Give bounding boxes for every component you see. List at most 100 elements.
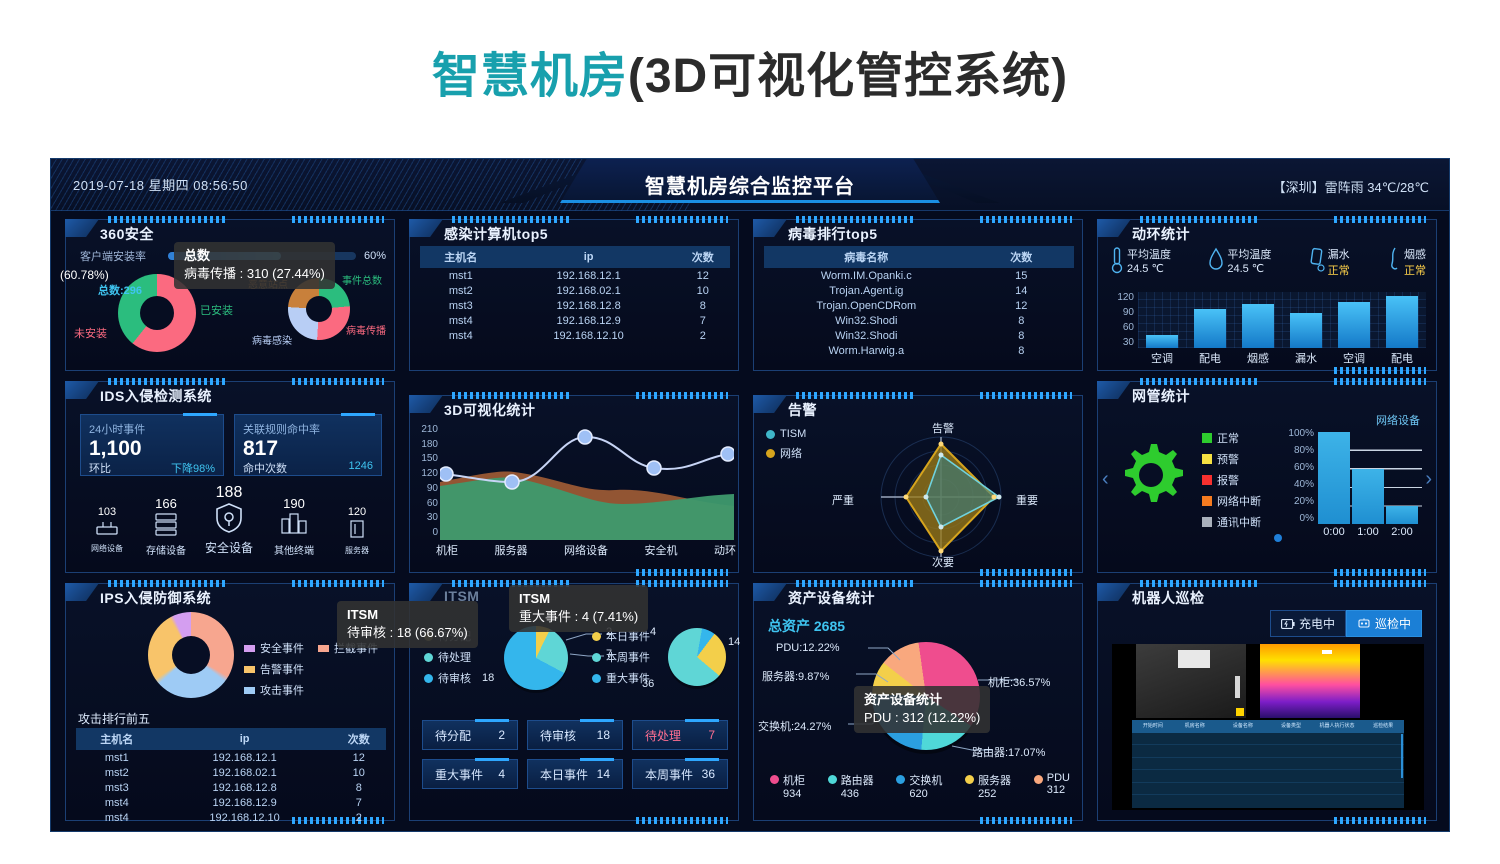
- install-rate-label: 客户端安装率: [80, 251, 146, 263]
- table-row[interactable]: [1132, 758, 1404, 771]
- tab-label: 充电中: [1298, 617, 1335, 631]
- table-row[interactable]: Worm.IM.Opanki.c 15: [764, 268, 1074, 283]
- legend-item-net-down[interactable]: 网络中断: [1202, 493, 1261, 509]
- table-row[interactable]: Win32.Shodi 8: [764, 328, 1074, 343]
- device-value: 103: [97, 506, 117, 518]
- ids-device-server[interactable]: 120 服务器: [330, 506, 384, 556]
- legend-dot-icon: [424, 652, 433, 662]
- legend-item-normal[interactable]: 正常: [1202, 430, 1261, 446]
- legend-label: 安全事件: [260, 643, 304, 655]
- button-value: 2: [498, 728, 505, 742]
- legend-item-switch[interactable]: 交换机 620: [896, 772, 942, 800]
- tab-inspecting[interactable]: 巡检中: [1345, 610, 1422, 637]
- itsm-button-grid: 待分配 2 待审核 18 待处理 7 重大事件 4 本日事件 14 本周事件 36: [422, 719, 728, 789]
- legend-item-security-event[interactable]: 安全事件: [244, 640, 304, 656]
- legend-item-tism[interactable]: TISM: [766, 428, 806, 440]
- cell-ip: 192.168.12.9: [212, 796, 277, 809]
- legend-item-warning[interactable]: 预警: [1202, 451, 1261, 467]
- robot-camera-thermal[interactable]: [1260, 644, 1360, 718]
- legend-item-cabinet[interactable]: 机柜 934: [770, 772, 805, 800]
- cell-ip: 192.168.12.8: [212, 781, 277, 794]
- legend-item-comm-down[interactable]: 通讯中断: [1202, 514, 1261, 530]
- itsm-button-pending-process[interactable]: 待处理 7: [632, 719, 728, 750]
- device-label: 存储设备: [146, 546, 186, 557]
- panel-tick-decoration: [796, 216, 916, 223]
- donut-label-virus-infect: 病毒感染: [252, 336, 292, 347]
- table-row[interactable]: mst2 192.168.02.1 10: [420, 283, 730, 298]
- legend-square-icon: [244, 665, 255, 673]
- vis3d-plot: [440, 429, 734, 540]
- ids-device-storage[interactable]: 166 存储设备: [136, 496, 196, 557]
- table-row[interactable]: mst2 192.168.02.1 10: [76, 765, 386, 780]
- ids-device-network[interactable]: 103 网络设备: [80, 506, 134, 554]
- table-row[interactable]: [1132, 770, 1404, 783]
- ids-device-terminal[interactable]: 190 其他终端: [264, 496, 324, 557]
- legend-item-pending-process[interactable]: 待处理: [424, 649, 471, 665]
- cell-hostname: mst2: [104, 766, 129, 779]
- table-row[interactable]: mst3 192.168.12.8 8: [76, 780, 386, 795]
- table-row[interactable]: [1132, 783, 1404, 795]
- env-kpi-value: 正常: [1327, 265, 1350, 277]
- panel-tick-decoration: [980, 580, 1072, 587]
- cell-hostname: mst4: [104, 796, 129, 809]
- table-row[interactable]: [1132, 733, 1404, 746]
- y-tick: 60%: [1293, 462, 1314, 473]
- cell-virus-name: Win32.Shodi: [835, 314, 898, 327]
- col-hostname: 主机名: [420, 246, 502, 268]
- panel-tick-decoration: [980, 817, 1072, 824]
- itsm-button-pending-assign[interactable]: 待分配 2: [422, 719, 518, 750]
- table-row[interactable]: mst1 192.168.12.1 12: [76, 750, 386, 765]
- table-row[interactable]: Win32.Shodi 8: [764, 313, 1074, 328]
- table-row[interactable]: mst4 192.168.12.9 7: [76, 795, 386, 810]
- panel-assets: 资产设备统计 总资产 2685 PDU:12.22% 服务器:9.87% 交换机…: [753, 580, 1083, 824]
- legend-value: 620: [909, 788, 928, 800]
- legend-item-today-event[interactable]: 本日事件: [592, 628, 650, 644]
- itsm-button-today-event[interactable]: 本日事件 14: [527, 758, 623, 789]
- carousel-prev-button[interactable]: ‹: [1102, 468, 1109, 490]
- panel-tick-decoration: [1334, 216, 1426, 223]
- robot-camera-visual[interactable]: [1136, 644, 1246, 718]
- table-row[interactable]: Trojan.Agent.ig 14: [764, 283, 1074, 298]
- cell-count: 8: [1018, 314, 1025, 327]
- legend-item-pending-review[interactable]: 待审核: [424, 670, 471, 686]
- panel-ids: IDS入侵检测系统 24小时事件 1,100 环比 下降98% 关联规则命中率 …: [65, 378, 395, 573]
- tab-charging[interactable]: 充电中: [1269, 610, 1346, 637]
- table-row[interactable]: [1132, 745, 1404, 758]
- legend-item-week-event[interactable]: 本周事件: [592, 649, 650, 665]
- col-ip: ip: [157, 728, 332, 750]
- robot-col-status: 机器人执行状态: [1319, 723, 1355, 729]
- donut-ring: [148, 612, 234, 698]
- legend-item-alarm-event[interactable]: 告警事件: [244, 661, 378, 677]
- virus-table: 病毒名称 次数 Worm.IM.Opanki.c 15 Trojan.Agent.…: [764, 246, 1074, 358]
- legend-item-pdu[interactable]: PDU 312: [1033, 772, 1070, 800]
- legend-item-major-event[interactable]: 重大事件: [592, 670, 650, 686]
- ids-device-security[interactable]: 188 安全设备: [198, 484, 260, 556]
- table-row[interactable]: Trojan.OpenCDRom 12: [764, 298, 1074, 313]
- carousel-indicator-dot[interactable]: [1274, 534, 1282, 542]
- table-row[interactable]: Worm.Harwig.a 8: [764, 343, 1074, 358]
- carousel-next-button[interactable]: ›: [1425, 468, 1432, 490]
- table-row[interactable]: mst4 192.168.12.10 2: [420, 328, 730, 343]
- table-row[interactable]: mst4 192.168.12.9 7: [420, 313, 730, 328]
- legend-item-attack-event[interactable]: 攻击事件: [244, 682, 378, 698]
- legend-item-server[interactable]: 服务器 252: [965, 772, 1011, 800]
- robot-table-scrollbar[interactable]: [1401, 734, 1403, 778]
- panel-env-stats: 动环统计 平均温度 24.5 ℃ 平均温度 24.5 ℃ 漏水 正常: [1097, 216, 1437, 374]
- legend-item-network[interactable]: 网络: [766, 445, 806, 461]
- table-row[interactable]: [1132, 795, 1404, 807]
- ips-legend: 安全事件 拦截事件 告警事件 攻击事件: [244, 640, 378, 703]
- smoke-icon: [1391, 247, 1398, 270]
- itsm-button-pending-review[interactable]: 待审核 18: [527, 719, 623, 750]
- legend-item-router[interactable]: 路由器 436: [827, 772, 874, 800]
- cell-virus-name: Worm.Harwig.a: [828, 344, 905, 357]
- table-row[interactable]: mst1 192.168.12.1 12: [420, 268, 730, 283]
- table-row[interactable]: mst3 192.168.12.8 8: [420, 298, 730, 313]
- itsm-button-week-event[interactable]: 本周事件 36: [632, 758, 728, 789]
- donut-client-install: [118, 274, 196, 352]
- camera-highlight: [1235, 676, 1240, 698]
- itsm-button-major-event[interactable]: 重大事件 4: [422, 758, 518, 789]
- itsm-right-value-today: 14: [728, 636, 741, 648]
- legend-item-alarm[interactable]: 报警: [1202, 472, 1261, 488]
- table-row[interactable]: mst4 192.168.12.10 2: [76, 810, 386, 825]
- tooltip-title: 总数: [184, 248, 211, 263]
